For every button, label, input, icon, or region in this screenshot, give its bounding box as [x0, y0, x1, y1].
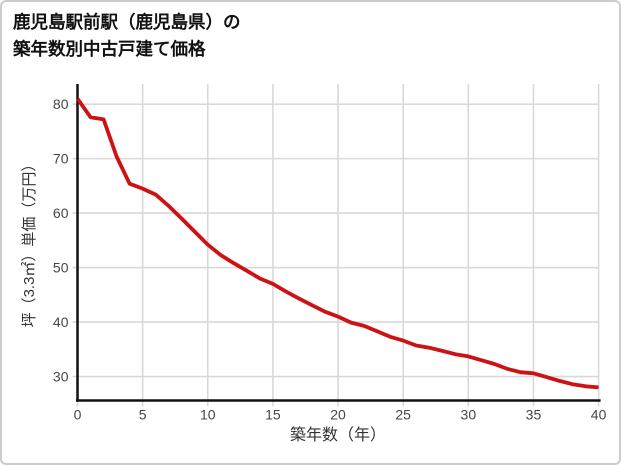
x-axis-title: 築年数（年）	[290, 426, 386, 444]
y-tick-label: 30	[53, 369, 69, 385]
x-tick-label: 30	[461, 407, 477, 423]
chart-title-line1: 鹿児島駅前駅（鹿児島県）の	[13, 12, 241, 32]
x-tick-labels: 0 5 10 15 20 25 30 35 40	[74, 407, 607, 423]
x-tick-label: 25	[395, 407, 411, 423]
x-tick-label: 35	[526, 407, 542, 423]
x-tick-label: 20	[330, 407, 346, 423]
x-tick-label: 40	[591, 407, 607, 423]
x-gridlines	[141, 84, 600, 401]
y-tick-label: 70	[53, 151, 69, 167]
y-tick-label: 60	[53, 205, 69, 221]
y-tick-label: 80	[53, 96, 69, 112]
y-tick-label: 50	[53, 260, 69, 276]
chart-title-line2: 築年数別中古戸建て価格	[13, 39, 206, 59]
y-tick-labels: 30 40 50 60 70 80	[53, 96, 69, 384]
x-tick-label: 0	[74, 407, 82, 423]
price-line-series	[75, 97, 599, 390]
x-tick-label: 10	[200, 407, 216, 423]
x-tick-label: 5	[139, 407, 147, 423]
chart-title: 鹿児島駅前駅（鹿児島県）の 築年数別中古戸建て価格	[13, 9, 241, 63]
y-axis-title: 坪（3.3㎡）単価（万円）	[21, 157, 38, 328]
tick-marks	[72, 103, 600, 407]
y-tick-label: 40	[53, 314, 69, 330]
x-tick-label: 15	[265, 407, 281, 423]
